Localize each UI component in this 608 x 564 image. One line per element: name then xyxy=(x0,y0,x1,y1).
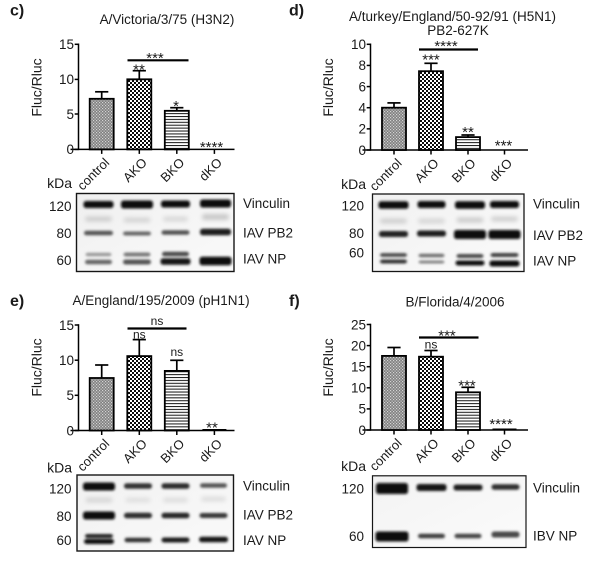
svg-text:2: 2 xyxy=(358,122,366,137)
svg-text:***: *** xyxy=(146,50,164,67)
svg-text:A/Victoria/3/75 (H3N2): A/Victoria/3/75 (H3N2) xyxy=(100,12,235,27)
svg-text:ns: ns xyxy=(170,345,183,359)
svg-text:5: 5 xyxy=(66,388,74,403)
svg-text:120: 120 xyxy=(49,482,72,497)
svg-text:PB2-627K: PB2-627K xyxy=(427,23,489,38)
svg-text:120: 120 xyxy=(49,199,72,214)
svg-text:B/Florida/4/2006: B/Florida/4/2006 xyxy=(405,295,504,310)
svg-text:15: 15 xyxy=(59,318,74,333)
svg-text:****: **** xyxy=(200,139,224,156)
svg-text:Vinculin: Vinculin xyxy=(243,196,290,211)
svg-text:80: 80 xyxy=(56,226,71,241)
svg-text:kDa: kDa xyxy=(47,175,72,191)
svg-text:*: * xyxy=(173,98,179,115)
svg-text:120: 120 xyxy=(341,482,364,497)
svg-text:10: 10 xyxy=(59,353,74,368)
svg-text:***: *** xyxy=(422,52,440,69)
svg-text:A/England/195/2009 (pH1N1): A/England/195/2009 (pH1N1) xyxy=(72,293,249,308)
svg-text:**: ** xyxy=(133,61,145,78)
svg-text:**: ** xyxy=(206,420,218,437)
svg-text:Vinculin: Vinculin xyxy=(243,479,290,494)
svg-text:c): c) xyxy=(10,2,24,19)
svg-text:Fluc/Rluc: Fluc/Rluc xyxy=(29,338,45,396)
svg-text:8: 8 xyxy=(358,58,366,73)
svg-text:80: 80 xyxy=(349,226,364,241)
svg-text:0: 0 xyxy=(358,423,366,438)
svg-text:IAV PB2: IAV PB2 xyxy=(533,228,583,243)
svg-text:80: 80 xyxy=(56,509,71,524)
svg-text:5: 5 xyxy=(358,402,366,417)
svg-text:kDa: kDa xyxy=(341,176,366,192)
svg-text:IAV PB2: IAV PB2 xyxy=(243,226,293,241)
svg-text:kDa: kDa xyxy=(47,460,72,476)
svg-text:ns: ns xyxy=(151,314,164,328)
svg-text:6: 6 xyxy=(358,79,366,94)
svg-text:20: 20 xyxy=(351,338,366,353)
svg-text:0: 0 xyxy=(66,423,74,438)
svg-text:Vinculin: Vinculin xyxy=(533,197,580,212)
svg-text:15: 15 xyxy=(351,360,366,375)
svg-text:e): e) xyxy=(10,293,24,310)
svg-text:d): d) xyxy=(289,2,304,19)
svg-text:****: **** xyxy=(489,416,513,433)
svg-text:****: **** xyxy=(434,38,458,55)
svg-text:IAV NP: IAV NP xyxy=(243,533,286,548)
svg-text:60: 60 xyxy=(56,533,71,548)
svg-text:5: 5 xyxy=(66,107,74,122)
svg-text:Vinculin: Vinculin xyxy=(533,481,580,496)
svg-text:ns: ns xyxy=(133,328,146,342)
svg-text:IAV NP: IAV NP xyxy=(243,252,286,267)
svg-text:Fluc/Rluc: Fluc/Rluc xyxy=(320,338,336,396)
svg-text:60: 60 xyxy=(56,253,71,268)
svg-text:10: 10 xyxy=(351,381,366,396)
svg-text:A/turkey/England/50-92/91 (H5N: A/turkey/England/50-92/91 (H5N1) xyxy=(349,9,556,24)
svg-text:0: 0 xyxy=(358,143,366,158)
svg-text:15: 15 xyxy=(59,37,74,52)
svg-text:***: *** xyxy=(495,138,513,155)
svg-text:Fluc/Rluc: Fluc/Rluc xyxy=(320,58,336,116)
svg-text:***: *** xyxy=(458,377,476,394)
svg-text:60: 60 xyxy=(349,529,364,544)
svg-text:4: 4 xyxy=(358,101,366,116)
svg-text:Fluc/Rluc: Fluc/Rluc xyxy=(29,58,45,116)
svg-text:10: 10 xyxy=(59,72,74,87)
svg-text:IAV NP: IAV NP xyxy=(533,254,576,269)
svg-text:10: 10 xyxy=(351,37,366,52)
svg-text:25: 25 xyxy=(351,317,366,332)
svg-text:60: 60 xyxy=(349,246,364,261)
svg-text:120: 120 xyxy=(341,198,364,213)
svg-text:kDa: kDa xyxy=(341,458,366,474)
svg-text:ns: ns xyxy=(425,338,438,352)
svg-text:f): f) xyxy=(289,293,300,310)
svg-text:IBV NP: IBV NP xyxy=(533,529,577,544)
svg-text:IAV PB2: IAV PB2 xyxy=(243,508,293,523)
svg-text:0: 0 xyxy=(66,142,74,157)
svg-text:**: ** xyxy=(462,124,474,141)
svg-text:***: *** xyxy=(438,328,456,345)
